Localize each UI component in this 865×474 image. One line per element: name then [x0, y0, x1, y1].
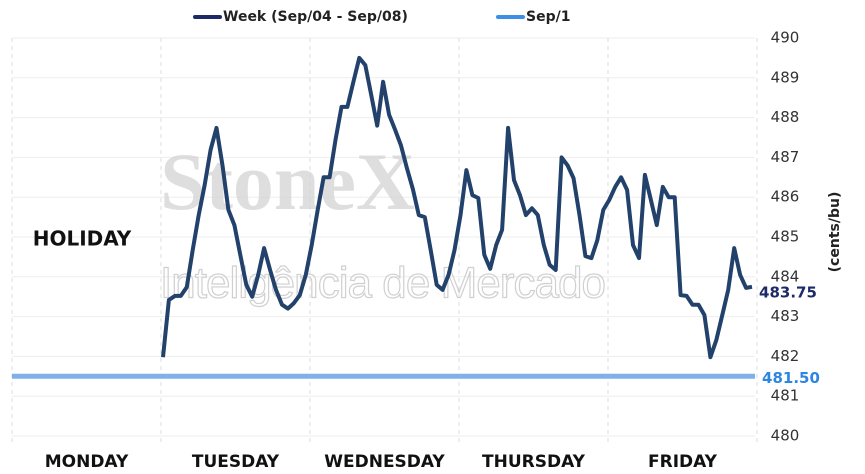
x-tick-label: WEDNESDAY	[324, 452, 445, 472]
end-value-label: 483.75	[759, 283, 817, 301]
y-tick-label: 487	[771, 148, 800, 166]
y-tick-label: 481	[771, 387, 800, 405]
y-axis-label: (cents/bu)	[827, 192, 843, 273]
week-line	[161, 55, 753, 360]
x-tick-label: MONDAY	[45, 452, 129, 472]
holiday-label: HOLIDAY	[33, 227, 132, 251]
x-tick-label: THURSDAY	[482, 452, 586, 472]
reference-label: 481.50	[762, 369, 820, 387]
x-tick-label: FRIDAY	[648, 452, 718, 472]
y-tick-label: 485	[771, 228, 800, 246]
y-tick-label: 484	[771, 267, 800, 285]
y-tick-label: 482	[771, 347, 800, 365]
y-tick-label: 483	[771, 307, 800, 325]
y-tick-label: 489	[771, 68, 800, 86]
y-tick-label: 480	[771, 427, 800, 445]
x-tick-label: TUESDAY	[192, 452, 280, 472]
y-tick-label: 486	[771, 188, 800, 206]
legend-label: Sep/1	[526, 9, 570, 25]
y-tick-label: 488	[771, 108, 800, 126]
watermark-brand: StoneX	[160, 136, 415, 227]
y-tick-label: 490	[771, 29, 800, 47]
legend-label: Week (Sep/04 - Sep/08)	[223, 9, 408, 25]
watermark-tagline: Inteligência de Mercado	[160, 259, 606, 308]
